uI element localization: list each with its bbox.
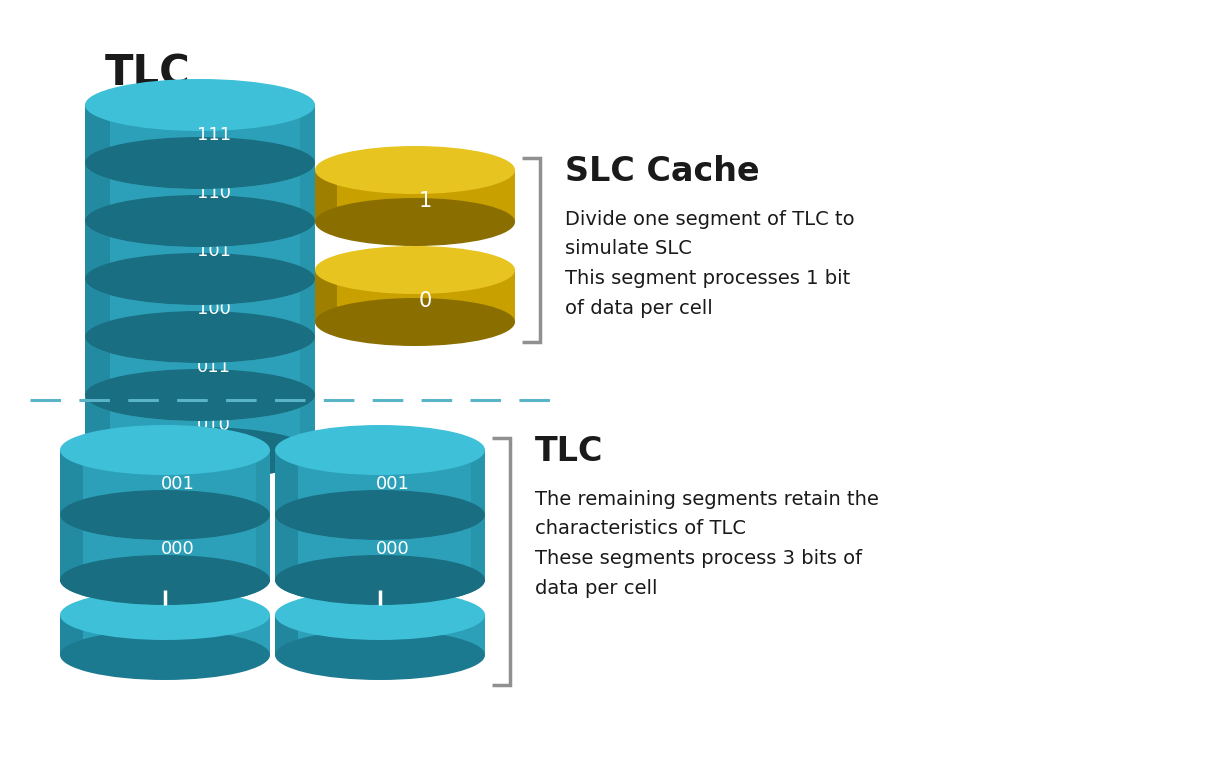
Ellipse shape xyxy=(60,555,271,605)
Text: 0: 0 xyxy=(418,291,432,311)
Ellipse shape xyxy=(60,425,271,475)
Ellipse shape xyxy=(315,198,515,246)
Bar xyxy=(276,450,485,515)
Bar xyxy=(85,105,315,163)
Ellipse shape xyxy=(85,137,315,189)
Ellipse shape xyxy=(85,195,315,247)
Ellipse shape xyxy=(276,555,485,605)
Ellipse shape xyxy=(276,490,485,540)
Text: TLC: TLC xyxy=(105,52,191,94)
Text: 011: 011 xyxy=(197,358,231,376)
Bar xyxy=(85,395,315,453)
Text: 101: 101 xyxy=(197,242,231,261)
Ellipse shape xyxy=(60,590,271,640)
Text: 001: 001 xyxy=(375,475,410,493)
Ellipse shape xyxy=(85,369,315,421)
Ellipse shape xyxy=(315,246,515,294)
Bar xyxy=(85,163,315,221)
Bar xyxy=(85,279,315,337)
Text: 111: 111 xyxy=(197,126,231,144)
Ellipse shape xyxy=(60,490,271,540)
Bar xyxy=(60,515,271,580)
Polygon shape xyxy=(85,163,111,221)
Bar xyxy=(60,450,271,515)
Text: SLC Cache: SLC Cache xyxy=(565,155,760,188)
Ellipse shape xyxy=(276,555,485,605)
Polygon shape xyxy=(300,337,315,395)
Ellipse shape xyxy=(276,425,485,475)
Polygon shape xyxy=(60,615,84,655)
Polygon shape xyxy=(60,450,84,515)
Bar xyxy=(276,515,485,580)
Polygon shape xyxy=(300,279,315,337)
Polygon shape xyxy=(276,615,298,655)
Ellipse shape xyxy=(85,369,315,421)
Polygon shape xyxy=(85,337,111,395)
Polygon shape xyxy=(471,450,485,515)
Polygon shape xyxy=(315,170,337,222)
Text: 1: 1 xyxy=(418,191,432,211)
Ellipse shape xyxy=(85,253,315,305)
Text: Divide one segment of TLC to
simulate SLC
This segment processes 1 bit
of data p: Divide one segment of TLC to simulate SL… xyxy=(565,210,855,317)
Bar xyxy=(276,615,485,655)
Bar xyxy=(315,270,515,322)
Polygon shape xyxy=(256,515,271,580)
Text: 000: 000 xyxy=(375,540,410,558)
Ellipse shape xyxy=(276,490,485,540)
Polygon shape xyxy=(85,105,111,163)
Polygon shape xyxy=(85,395,111,453)
Bar xyxy=(85,337,315,395)
Ellipse shape xyxy=(85,253,315,305)
Text: 001: 001 xyxy=(161,475,194,493)
Ellipse shape xyxy=(315,298,515,346)
Polygon shape xyxy=(300,105,315,163)
Ellipse shape xyxy=(276,630,485,680)
Polygon shape xyxy=(300,395,315,453)
Polygon shape xyxy=(471,515,485,580)
Polygon shape xyxy=(300,221,315,279)
Text: TLC: TLC xyxy=(535,435,604,468)
Text: 110: 110 xyxy=(197,184,231,202)
Ellipse shape xyxy=(85,311,315,363)
Ellipse shape xyxy=(85,79,315,131)
Ellipse shape xyxy=(85,427,315,479)
Bar xyxy=(85,221,315,279)
Text: 000: 000 xyxy=(161,540,194,558)
Polygon shape xyxy=(300,163,315,221)
Ellipse shape xyxy=(85,311,315,363)
Ellipse shape xyxy=(85,427,315,479)
Polygon shape xyxy=(276,450,298,515)
Ellipse shape xyxy=(60,555,271,605)
Ellipse shape xyxy=(85,195,315,247)
Bar xyxy=(315,170,515,222)
Polygon shape xyxy=(276,515,298,580)
Text: The remaining segments retain the
characteristics of TLC
These segments process : The remaining segments retain the charac… xyxy=(535,490,879,597)
Ellipse shape xyxy=(315,146,515,194)
Ellipse shape xyxy=(60,490,271,540)
Text: 010: 010 xyxy=(197,417,231,434)
Polygon shape xyxy=(256,450,271,515)
Polygon shape xyxy=(85,279,111,337)
Polygon shape xyxy=(60,515,84,580)
Ellipse shape xyxy=(276,590,485,640)
Text: 100: 100 xyxy=(197,300,231,318)
Ellipse shape xyxy=(85,137,315,189)
Ellipse shape xyxy=(60,630,271,680)
Polygon shape xyxy=(315,270,337,322)
Bar xyxy=(60,615,271,655)
Polygon shape xyxy=(85,221,111,279)
